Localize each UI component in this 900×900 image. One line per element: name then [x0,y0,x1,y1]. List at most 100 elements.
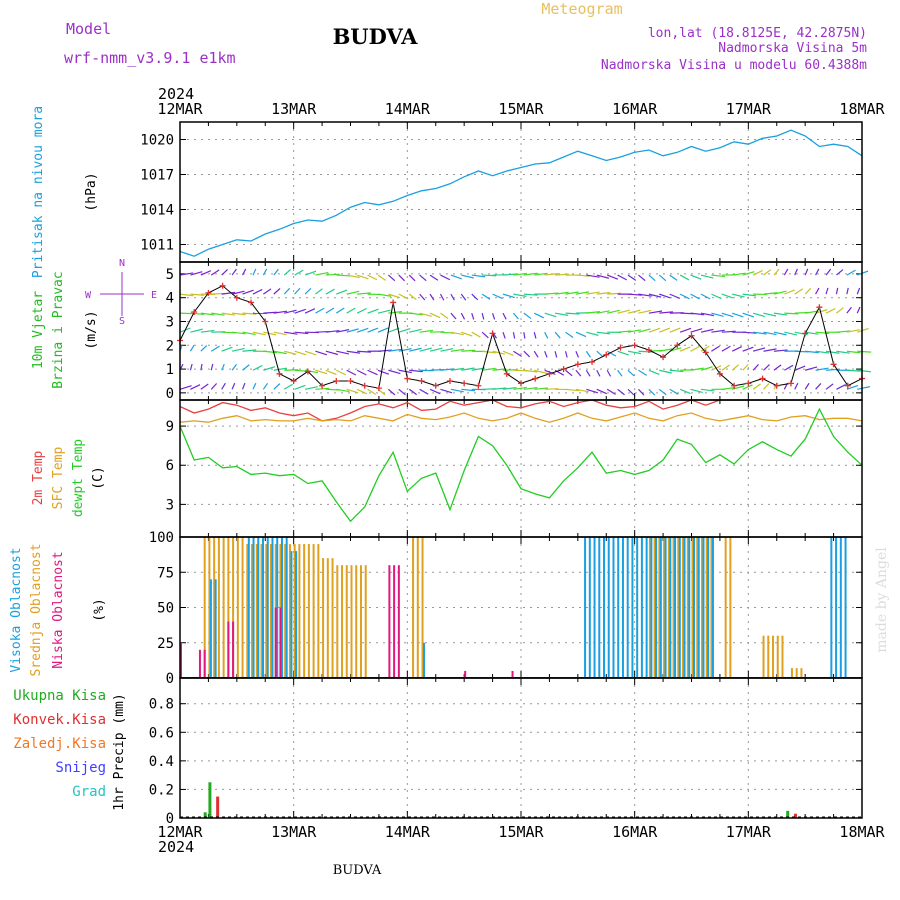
wind-arrow [273,367,288,371]
cloud-bar-0 [659,537,662,678]
wind-arrow [231,347,245,352]
wind-arrow [409,347,422,352]
wind-arrow [732,272,746,276]
wind-speed-point [233,294,240,301]
wind-speed-point [574,361,581,368]
wind-arrow [773,349,788,352]
wind-arrow [273,383,281,390]
wind-arrow [523,272,538,276]
temp-unit: (C) [91,466,106,489]
wind-arrow [190,293,205,296]
wind-arrow [492,387,507,390]
wind-arrow [585,369,591,377]
wind-arrow [711,312,724,317]
wind-speed-point [304,368,311,375]
wind-arrow [492,350,506,355]
ytick-label: 50 [157,601,174,617]
cloud-bar-1 [772,635,775,678]
wind-arrow [388,293,401,299]
wind-arrow [419,347,432,352]
cloud-bar-0 [276,537,279,678]
cloud-bar-1 [667,537,670,678]
cloud-bar-0 [295,551,298,678]
top-year-label: 2024 [158,85,194,103]
cloud-bar-2 [203,649,206,678]
wind-arrow [367,388,377,395]
wind-arrow [450,388,464,393]
wind-speed-point [248,299,255,306]
ytick-label: 0 [166,671,174,687]
wind-speed-line [179,285,863,389]
bottom-date-label: 14MAR [385,823,431,841]
wind-arrow [554,351,558,358]
wind-arrow [512,312,519,320]
wind-arrow [763,364,770,371]
wind-arrow [502,273,517,276]
wind-arrow [586,311,601,314]
wind-arrow [450,367,465,371]
wind-arrow [731,364,740,371]
cloud-bar-1 [298,544,301,678]
wind-arrow [325,273,340,276]
wind-arrow [252,331,266,336]
wind-arrow [263,366,276,371]
wind-arrow [815,287,820,295]
cloud-bar-1 [265,544,268,678]
cloud-bar-1 [208,537,211,678]
cloud-bar-1 [700,537,703,678]
cloud-bar-1 [232,537,235,678]
wind-arrow [502,312,507,320]
wind-arrow [805,310,819,314]
wind-arrow [377,274,386,281]
cloud-bar-0 [285,537,288,678]
wind-speed-point [546,370,553,377]
wind-arrow [179,293,194,297]
wind-arrow [585,350,591,358]
cloud-bar-1 [359,565,362,678]
ytick-label: 1 [166,362,174,378]
chart-title: BUDVA [333,24,419,49]
wind-arrow [221,291,236,295]
ytick-label: 75 [157,565,174,581]
wind-arrow [513,350,522,357]
cloud-bar-1 [260,544,263,678]
wind-arrow [325,369,337,375]
cloud-bar-0 [683,537,686,678]
wind-arrow [648,293,662,298]
ytick-label: 1020 [140,133,174,149]
wind-arrow [773,268,780,276]
wind-arrow [304,270,317,276]
wind-arrow [471,331,481,338]
wind-arrow [565,291,579,295]
wind-arrow [742,331,757,334]
wind-arrow [461,388,476,392]
wind-arrow [627,293,642,296]
wind-arrow [596,350,604,358]
cloud-bar-0 [693,537,695,678]
wind-arrow [659,348,673,352]
wind-arrow [273,288,281,295]
wind-arrow [638,274,646,282]
cloud-bar-1 [241,537,244,678]
wind-arrow [273,331,287,336]
temp-line-0 [180,400,862,422]
wind-arrow [294,350,307,356]
bottom-date-label: 18MAR [839,823,885,841]
wind-arrow [659,311,674,314]
cloud-bar-1 [203,537,206,678]
cloud-mid-label: Srednja Oblacnost [29,543,44,676]
wind-arrow [544,331,549,339]
wind-arrow [252,382,257,390]
wind-arrow [565,331,574,338]
wind-arrow [336,350,350,355]
wind-arrow [419,293,426,301]
wind-arrow [534,369,547,374]
bottom-date-label: 12MAR [157,823,203,841]
wind-arrow [533,312,545,319]
wind-arrow [711,329,725,333]
wind-arrow [512,332,516,339]
wind-arrow [221,268,229,276]
cloud-bar-1 [691,537,694,678]
wind-arrow [606,274,619,280]
wind-arrow [471,274,486,278]
